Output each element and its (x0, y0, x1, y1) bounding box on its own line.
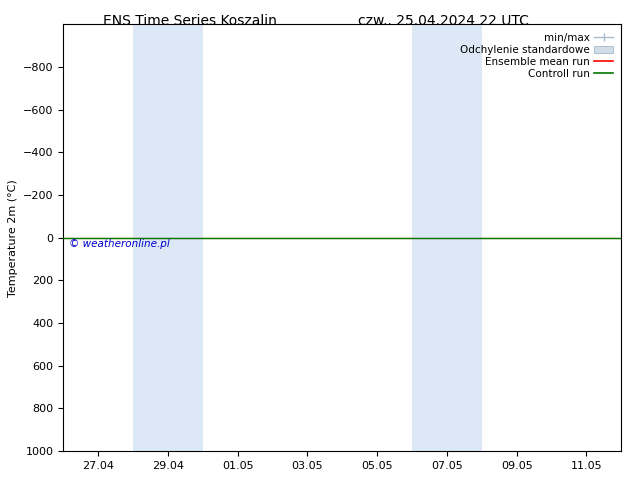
Bar (621, 24, 634, 451)
Text: ENS Time Series Koszalin: ENS Time Series Koszalin (103, 14, 277, 28)
Legend: min/max, Odchylenie standardowe, Ensemble mean run, Controll run: min/max, Odchylenie standardowe, Ensembl… (457, 30, 616, 82)
Y-axis label: Temperature 2m (°C): Temperature 2m (°C) (8, 179, 18, 296)
Text: © weatheronline.pl: © weatheronline.pl (69, 239, 170, 249)
Bar (412, 24, 482, 451)
Bar (133, 24, 203, 451)
Text: czw.. 25.04.2024 22 UTC: czw.. 25.04.2024 22 UTC (358, 14, 529, 28)
